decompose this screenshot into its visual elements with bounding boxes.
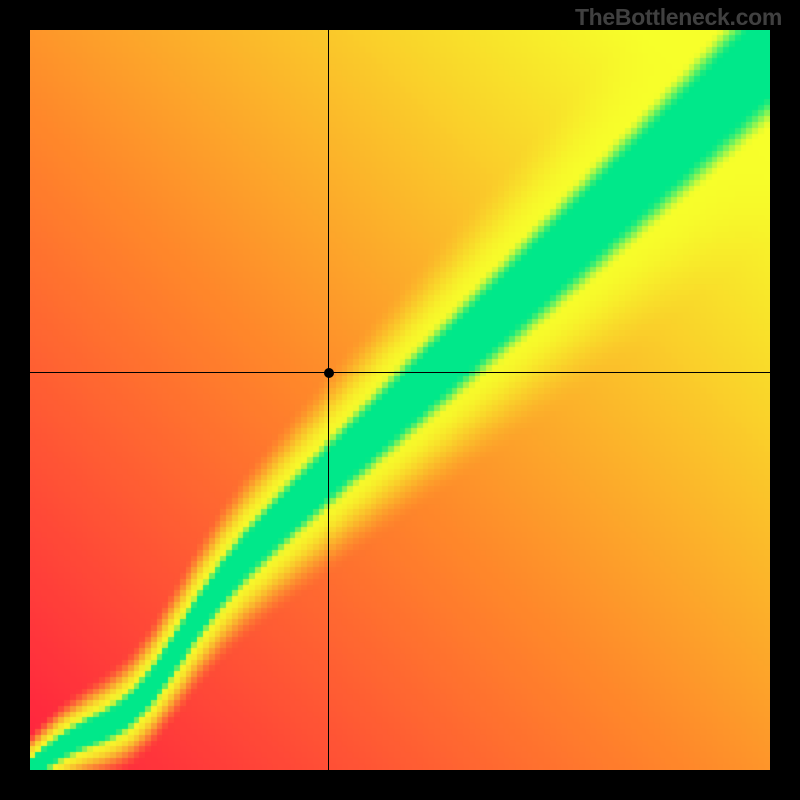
watermark: TheBottleneck.com — [575, 4, 782, 31]
crosshair-horizontal — [30, 372, 770, 373]
heatmap-canvas — [30, 30, 770, 770]
crosshair-marker — [324, 368, 334, 378]
crosshair-vertical — [328, 30, 329, 770]
heatmap-plot — [30, 30, 770, 770]
